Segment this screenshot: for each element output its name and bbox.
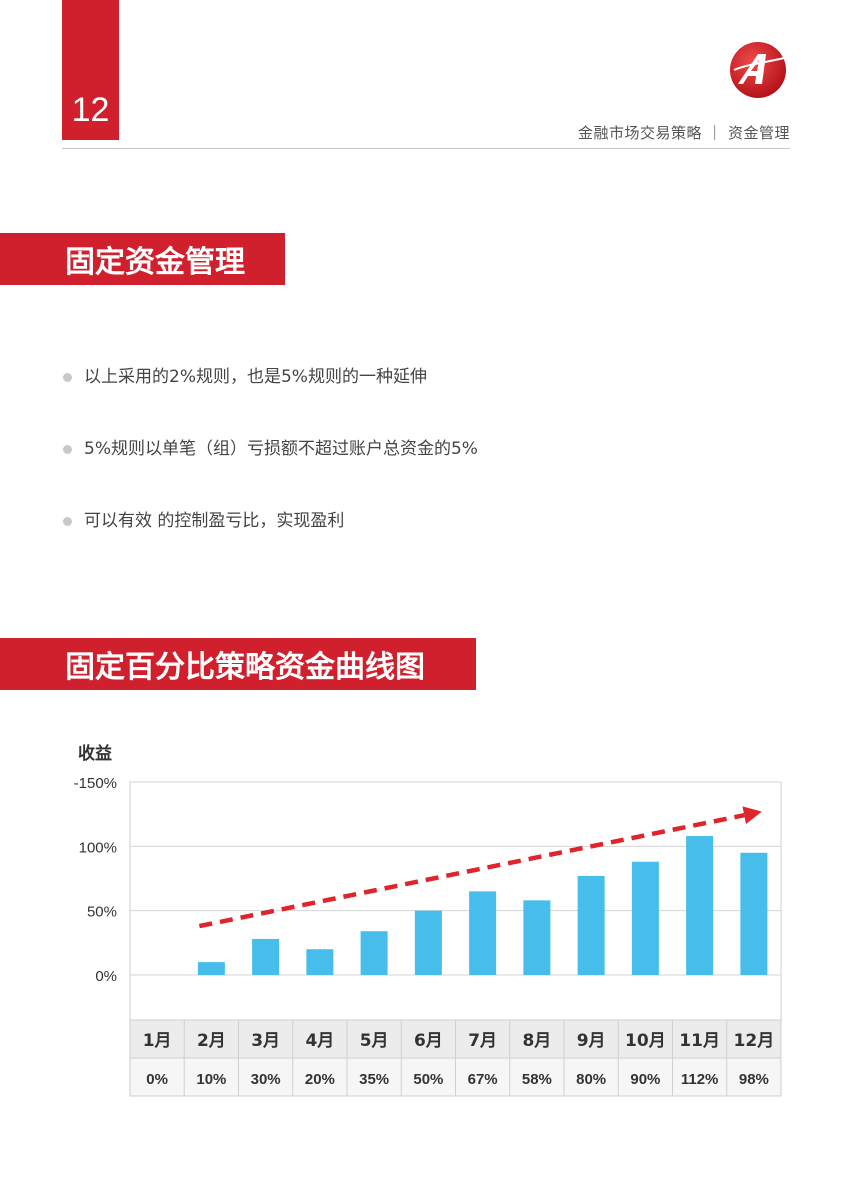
data-value-label: 58% (522, 1071, 552, 1088)
y-tick-label: 100% (79, 839, 117, 856)
x-category-label: 10月 (625, 1031, 666, 1051)
plot-area (129, 781, 782, 1021)
data-value-label: 112% (681, 1071, 719, 1088)
equity-curve-chart: 0% 50% 100% -150% 收益 1月 0% 2月 10% 3月 30% 4月 20% 5月 35%… (74, 743, 782, 1097)
y-tick-label: 50% (87, 904, 117, 921)
bar (686, 836, 714, 975)
brand-logo-icon (730, 42, 786, 98)
data-value-label: 10% (196, 1071, 226, 1088)
x-category-label: 9月 (577, 1031, 606, 1051)
x-category-label: 1月 (143, 1031, 172, 1051)
data-value-label: 30% (251, 1071, 281, 1088)
bar (577, 875, 605, 975)
list-item: 可以有效 的控制盈亏比，实现盈利 (62, 506, 478, 578)
x-category-label: 11月 (679, 1031, 720, 1051)
x-category-label: 5月 (360, 1031, 389, 1051)
section-title-text: 固定百分比策略资金曲线图 (65, 650, 425, 685)
bullet-text: 以上采用的2%规则，也是5%规则的一种延伸 (84, 367, 427, 387)
bar (306, 949, 334, 975)
data-value-label: 35% (359, 1071, 389, 1088)
data-value-label: 80% (576, 1071, 606, 1088)
section-title-text: 固定资金管理 (65, 245, 245, 280)
x-category-label: 12月 (734, 1031, 775, 1051)
y-tick-label: -150% (74, 775, 117, 792)
x-category-label: 3月 (251, 1031, 280, 1051)
bar (469, 891, 497, 975)
bullet-dot-icon (63, 445, 72, 454)
header-breadcrumb: 金融市场交易策略 ｜ 资金管理 (577, 124, 790, 142)
bullet-text: 5%规则以单笔（组）亏损额不超过账户总资金的5% (84, 439, 478, 459)
x-category-label: 8月 (522, 1031, 551, 1051)
bar (740, 852, 768, 975)
x-category-label: 6月 (414, 1031, 443, 1051)
bar (360, 931, 388, 975)
bar (197, 962, 225, 975)
data-value-label: 98% (739, 1071, 769, 1088)
bar (252, 938, 280, 975)
data-value-label: 20% (305, 1071, 335, 1088)
data-value-label: 90% (630, 1071, 660, 1088)
bullet-list: 以上采用的2%规则，也是5%规则的一种延伸 5%规则以单笔（组）亏损额不超过账户… (62, 362, 478, 578)
bullet-dot-icon (63, 373, 72, 382)
list-item: 以上采用的2%规则，也是5%规则的一种延伸 (62, 362, 478, 434)
data-value-label: 0% (146, 1071, 168, 1088)
data-value-label: 67% (468, 1071, 498, 1088)
header-divider (62, 148, 790, 149)
bullet-dot-icon (63, 517, 72, 526)
bullet-text: 可以有效 的控制盈亏比，实现盈利 (84, 511, 345, 531)
bar (523, 900, 551, 975)
trend-arrow-icon (742, 806, 762, 824)
page-number-box: 12 (62, 0, 119, 140)
trend-line (198, 812, 745, 929)
y-tick-label: 0% (95, 968, 117, 985)
data-value-label: 50% (413, 1071, 443, 1088)
page-number: 12 (71, 91, 110, 129)
section-title-equity-curve: 固定百分比策略资金曲线图 (0, 638, 476, 690)
bar (414, 910, 442, 975)
bar (631, 861, 659, 975)
y-axis-title: 收益 (78, 743, 112, 764)
x-category-label: 7月 (468, 1031, 497, 1051)
x-category-label: 4月 (305, 1031, 334, 1051)
section-title-fixed-capital: 固定资金管理 (0, 233, 285, 285)
list-item: 5%规则以单笔（组）亏损额不超过账户总资金的5% (62, 434, 478, 506)
x-category-label: 2月 (197, 1031, 226, 1051)
